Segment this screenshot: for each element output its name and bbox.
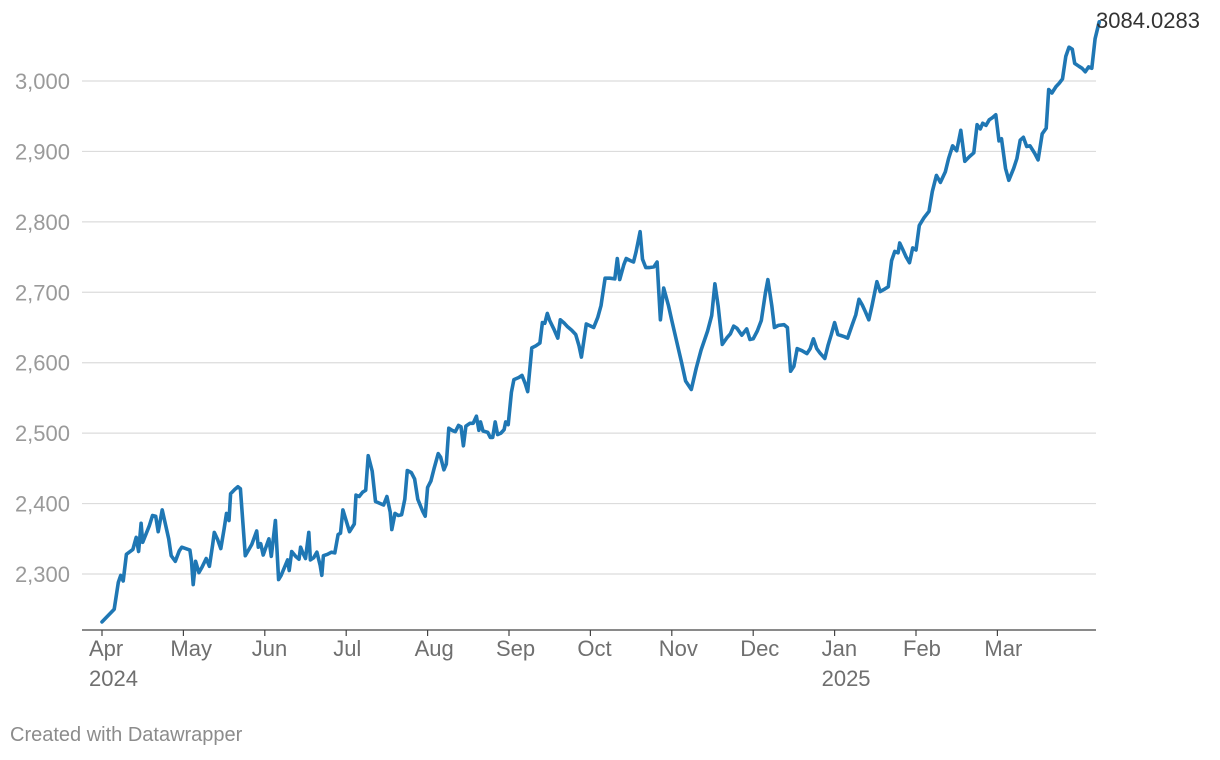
y-tick-label: 2,500 — [15, 421, 70, 446]
x-tick-label: Apr — [89, 636, 123, 661]
x-tick-label: Aug — [415, 636, 454, 661]
y-axis: 2,300 2,400 2,500 2,600 2,700 2,800 2,900 3,000 — [15, 69, 1096, 631]
x-tick-label: Mar — [984, 636, 1022, 661]
y-tick-label: 2,800 — [15, 210, 70, 235]
x-tick-label: Sep — [496, 636, 535, 661]
y-tick-label: 2,300 — [15, 562, 70, 587]
end-label-group: 3084.0283 — [1096, 8, 1200, 33]
x-axis: Apr 2024 May Jun Jul Aug Sep Oct Nov Dec Jan 2025 Fe… — [89, 630, 1022, 691]
y-tick-label: 3,000 — [15, 69, 70, 94]
x-tick-label: Nov — [659, 636, 698, 661]
x-tick-label: Feb — [903, 636, 941, 661]
x-tick-label: Jun — [252, 636, 287, 661]
x-tick-label: Dec — [740, 636, 779, 661]
credit-text: Created with Datawrapper — [10, 724, 243, 746]
series-group — [100, 20, 1101, 624]
x-tick-label: Jan — [822, 636, 857, 661]
grid-lines — [82, 80, 1096, 575]
y-tick-label: 2,400 — [15, 492, 70, 517]
x-tick-year-label: 2024 — [89, 666, 138, 691]
y-tick-label: 2,700 — [15, 280, 70, 305]
x-tick-label: May — [170, 636, 212, 661]
x-tick-label: Oct — [577, 636, 611, 661]
x-tick-year-label: 2025 — [822, 666, 871, 691]
y-tick-label: 2,600 — [15, 351, 70, 376]
end-value-label: 3084.0283 — [1096, 8, 1200, 33]
series-line — [100, 20, 1101, 624]
y-tick-label: 2,900 — [15, 139, 70, 164]
x-tick-label: Jul — [333, 636, 361, 661]
